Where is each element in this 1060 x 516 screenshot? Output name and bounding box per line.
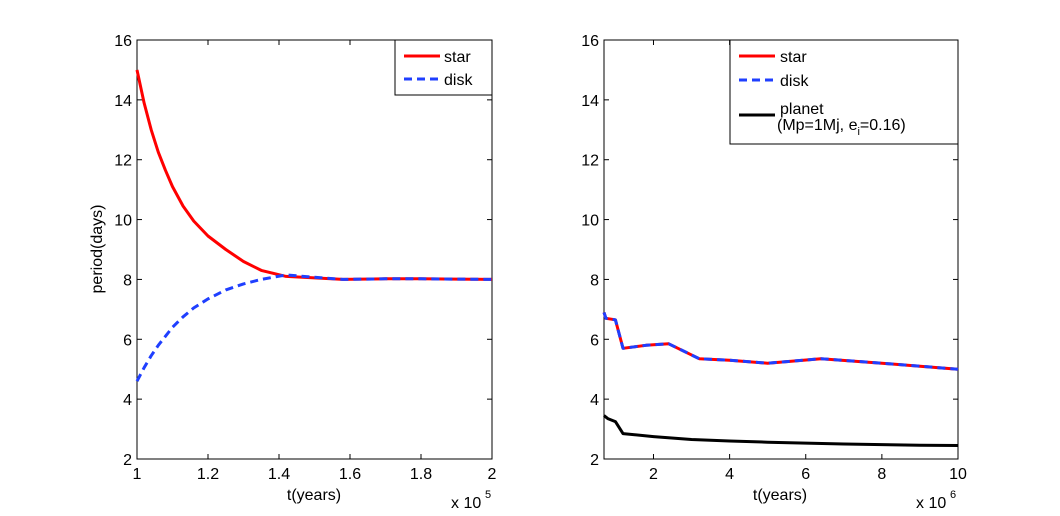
y-tick-label: 16 bbox=[114, 33, 132, 50]
series-line-planet bbox=[603, 414, 959, 447]
series-group bbox=[602, 311, 959, 447]
legend-star-label: star bbox=[780, 49, 807, 66]
y-axis-label: period(days) bbox=[89, 205, 106, 294]
legend-star-label: star bbox=[444, 49, 471, 66]
y-tick-label: 2 bbox=[123, 452, 132, 469]
legend-planet-params-sub: i bbox=[857, 126, 859, 138]
series-group bbox=[135, 69, 493, 382]
y-tick-label: 16 bbox=[581, 33, 599, 50]
y-tick-label: 8 bbox=[123, 272, 132, 289]
legend-planet-params-b: =0.16) bbox=[860, 117, 906, 134]
y-tick-label: 4 bbox=[123, 392, 132, 409]
x-multiplier-exponent: 5 bbox=[485, 489, 491, 501]
y-tick-label: 2 bbox=[590, 452, 599, 469]
y-tick-label: 14 bbox=[114, 93, 132, 110]
x-axis-label: t(years) bbox=[287, 487, 341, 504]
x-tick-label: 1 bbox=[133, 466, 142, 483]
x-tick-label: 6 bbox=[801, 466, 810, 483]
legend-planet-params-a: (Mp=1Mj, e bbox=[777, 117, 858, 134]
y-tick-label: 12 bbox=[581, 153, 599, 170]
legend-disk-label: disk bbox=[780, 73, 809, 90]
x-tick-label: 10 bbox=[949, 466, 967, 483]
tick-group: 2 4 6 8 10 12 14 16 1 1.2 1.4 1.6 1.8 2 bbox=[114, 33, 496, 483]
y-tick-label: 8 bbox=[590, 272, 599, 289]
x-tick-label: 2 bbox=[649, 466, 658, 483]
x-tick-label: 2 bbox=[488, 466, 497, 483]
y-tick-label: 14 bbox=[581, 93, 599, 110]
right-chart-panel: 2 4 6 8 10 12 14 16 2 4 6 8 10 t(years) x 10 6 star … bbox=[581, 33, 967, 512]
x-tick-label: 1.4 bbox=[268, 466, 290, 483]
x-multiplier-base: x 10 bbox=[451, 495, 481, 512]
x-multiplier: x 10 6 bbox=[916, 489, 956, 512]
y-tick-label: 10 bbox=[114, 213, 132, 230]
legend-planet-params: (Mp=1Mj, ei=0.16) bbox=[777, 117, 906, 138]
y-tick-label: 10 bbox=[581, 213, 599, 230]
legend-disk-label: disk bbox=[444, 72, 473, 89]
x-tick-label: 4 bbox=[725, 466, 734, 483]
plot-area-frame bbox=[136, 39, 493, 460]
x-tick-label: 1.6 bbox=[339, 466, 361, 483]
x-axis-label: t(years) bbox=[753, 487, 807, 504]
legend: star disk planet (Mp=1Mj, ei=0.16) bbox=[729, 39, 959, 145]
y-tick-label: 6 bbox=[123, 332, 132, 349]
y-tick-label: 4 bbox=[590, 392, 599, 409]
legend-box bbox=[394, 39, 493, 96]
legend: star disk bbox=[394, 39, 493, 96]
x-tick-label: 8 bbox=[877, 466, 886, 483]
x-tick-label: 1.2 bbox=[197, 466, 219, 483]
x-multiplier-base: x 10 bbox=[916, 495, 946, 512]
y-tick-label: 12 bbox=[114, 153, 132, 170]
x-multiplier: x 10 5 bbox=[451, 489, 491, 512]
y-tick-label: 6 bbox=[590, 332, 599, 349]
series-line-disk bbox=[135, 273, 493, 382]
legend-planet-label: planet bbox=[780, 101, 824, 118]
series-line-disk bbox=[602, 311, 959, 371]
x-tick-label: 1.8 bbox=[410, 466, 432, 483]
x-multiplier-exponent: 6 bbox=[950, 489, 956, 501]
